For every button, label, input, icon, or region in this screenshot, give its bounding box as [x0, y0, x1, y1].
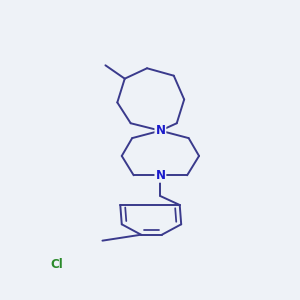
Text: Cl: Cl [50, 258, 63, 271]
Text: N: N [155, 124, 165, 137]
Text: N: N [155, 169, 165, 182]
